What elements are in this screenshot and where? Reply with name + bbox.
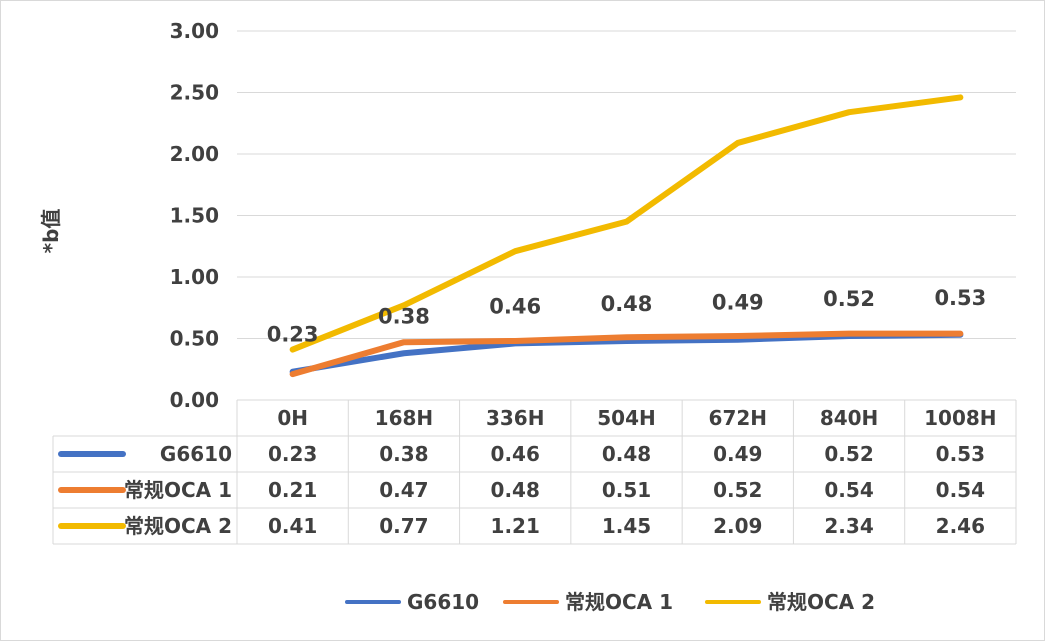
data-labels: 0.23 0.38 0.46 0.48 0.49 0.52 0.53 — [267, 286, 987, 347]
data-label: 0.53 — [934, 286, 986, 310]
series-line-常规OCA-2 — [289, 94, 964, 353]
y-axis: 0.00 0.50 1.00 1.50 2.00 2.50 3.00 — [170, 19, 219, 412]
legend-label: G6610 — [407, 590, 479, 614]
y-tick-label: 1.50 — [170, 204, 219, 228]
table-cell: 0.52 — [824, 442, 873, 466]
table-series-name: 常规OCA 2 — [124, 514, 232, 538]
table-cell: 0.77 — [379, 514, 428, 538]
plot-lines — [289, 94, 964, 378]
data-label: 0.38 — [378, 304, 430, 328]
y-tick-label: 2.00 — [170, 142, 219, 166]
series-line-G6610 — [289, 331, 964, 375]
table-cell: 0.46 — [491, 442, 540, 466]
series-line-常规OCA-1 — [289, 330, 964, 378]
legend-label: 常规OCA 2 — [767, 590, 875, 614]
table-cell: 0.53 — [936, 442, 985, 466]
data-table: 0H 168H 336H 504H 672H 840H 1008H G6610 0.23 0.38… — [52, 399, 1017, 545]
table-cell: 0.54 — [824, 478, 873, 502]
data-label: 0.23 — [267, 323, 319, 347]
table-cell: 0.49 — [713, 442, 762, 466]
category-label: 672H — [709, 406, 768, 430]
table-cell: 2.09 — [713, 514, 762, 538]
category-label: 840H — [820, 406, 879, 430]
table-cell: 0.48 — [491, 478, 540, 502]
legend-label: 常规OCA 1 — [565, 590, 673, 614]
data-label: 0.52 — [823, 287, 875, 311]
table-cell: 0.38 — [379, 442, 428, 466]
table-cell: 0.21 — [268, 478, 317, 502]
table-cell: 2.46 — [936, 514, 985, 538]
table-cell: 0.23 — [268, 442, 317, 466]
table-series-name: 常规OCA 1 — [124, 478, 232, 502]
table-cell: 0.47 — [379, 478, 428, 502]
legend: G6610 常规OCA 1 常规OCA 2 — [345, 590, 875, 614]
data-label: 0.48 — [601, 292, 653, 316]
category-label: 0H — [277, 406, 308, 430]
table-cell: 0.41 — [268, 514, 317, 538]
category-label: 1008H — [924, 406, 996, 430]
table-cell: 1.21 — [491, 514, 540, 538]
table-cell: 0.52 — [713, 478, 762, 502]
table-cell: 0.54 — [936, 478, 985, 502]
y-tick-label: 0.50 — [170, 327, 219, 351]
y-tick-label: 3.00 — [170, 19, 219, 43]
y-tick-label: 0.00 — [170, 388, 219, 412]
category-label: 168H — [375, 406, 434, 430]
data-label: 0.46 — [489, 294, 541, 318]
y-tick-label: 1.00 — [170, 265, 219, 289]
table-cell: 0.48 — [602, 442, 651, 466]
category-label: 504H — [597, 406, 656, 430]
table-series-name: G6610 — [160, 442, 232, 466]
table-cell: 0.51 — [602, 478, 651, 502]
data-label: 0.49 — [712, 291, 764, 315]
y-axis-label: *b值 — [39, 209, 63, 254]
category-label: 336H — [486, 406, 545, 430]
y-tick-label: 2.50 — [170, 81, 219, 105]
table-cell: 2.34 — [824, 514, 873, 538]
table-cell: 1.45 — [602, 514, 651, 538]
